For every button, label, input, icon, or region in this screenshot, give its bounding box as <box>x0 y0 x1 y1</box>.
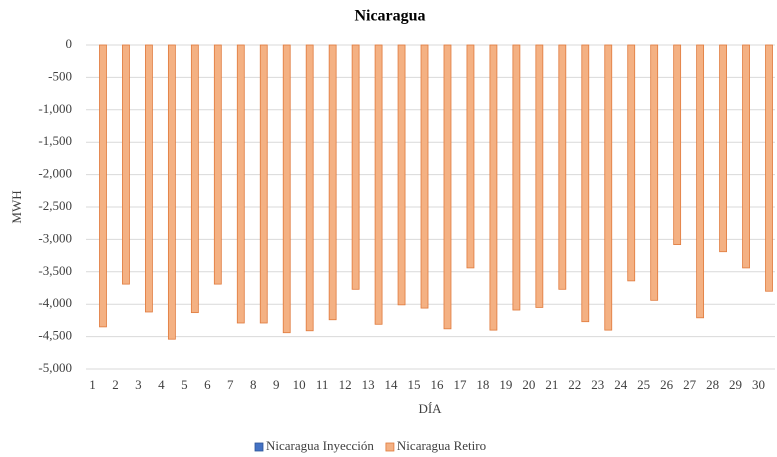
bar <box>190 44 199 314</box>
x-tick-label: 7 <box>227 377 234 392</box>
bar <box>443 44 452 330</box>
bar <box>420 44 429 309</box>
bar <box>145 44 153 313</box>
legend-swatch <box>385 442 395 452</box>
bar <box>535 44 544 308</box>
bar <box>673 44 682 245</box>
bar <box>374 44 383 325</box>
bar <box>696 44 705 319</box>
bar <box>351 44 360 290</box>
bar <box>466 44 475 269</box>
chart-title: Nicaragua <box>354 8 425 25</box>
bar <box>489 44 498 331</box>
y-tick-label: 0 <box>66 36 73 51</box>
y-tick-label: -3,500 <box>38 263 72 278</box>
legend-label: Nicaragua Retiro <box>397 438 486 453</box>
x-tick-label: 1 <box>89 377 96 392</box>
bar <box>604 44 613 331</box>
bar <box>765 44 773 292</box>
x-tick-label: 14 <box>385 377 399 392</box>
y-tick-label: -3,000 <box>38 230 72 245</box>
x-tick-label: 4 <box>158 377 165 392</box>
x-tick-label: 28 <box>706 377 719 392</box>
bar <box>236 44 245 324</box>
x-tick-label: 21 <box>545 377 558 392</box>
x-tick-label: 13 <box>362 377 375 392</box>
x-tick-label: 25 <box>637 377 650 392</box>
x-tick-label: 5 <box>181 377 188 392</box>
x-tick-label: 15 <box>408 377 421 392</box>
bar <box>650 44 659 301</box>
bar <box>259 44 268 324</box>
y-tick-label: -1,000 <box>38 101 72 116</box>
x-tick-label: 19 <box>499 377 512 392</box>
bar <box>558 44 567 290</box>
x-tick-label: 17 <box>453 377 467 392</box>
x-tick-label: 22 <box>568 377 581 392</box>
y-tick-label: -500 <box>48 68 72 83</box>
x-tick-label: 30 <box>752 377 765 392</box>
bar <box>167 44 176 340</box>
x-tick-label: 11 <box>316 377 329 392</box>
bar <box>581 44 590 323</box>
bar <box>742 44 750 269</box>
x-tick-label: 18 <box>476 377 489 392</box>
x-tick-label: 3 <box>135 377 142 392</box>
bar <box>397 44 406 306</box>
x-tick-label: 2 <box>112 377 119 392</box>
bar <box>305 44 314 332</box>
y-tick-label: -2,000 <box>38 166 72 181</box>
legend-label: Nicaragua Inyección <box>266 438 374 453</box>
x-tick-label: 23 <box>591 377 604 392</box>
y-tick-label: -5,000 <box>38 360 72 375</box>
x-tick-label: 26 <box>660 377 674 392</box>
y-tick-label: -1,500 <box>38 133 72 148</box>
x-tick-label: 24 <box>614 377 628 392</box>
x-tick-label: 6 <box>204 377 211 392</box>
x-tick-label: 8 <box>250 377 257 392</box>
bar <box>719 44 727 253</box>
bar <box>627 44 636 282</box>
legend-swatch <box>254 442 264 452</box>
bar <box>328 44 337 321</box>
x-tick-label: 10 <box>293 377 306 392</box>
y-axis-title: MWH <box>9 190 24 223</box>
x-tick-label: 9 <box>273 377 280 392</box>
bar <box>99 44 107 328</box>
x-tick-label: 12 <box>339 377 352 392</box>
y-tick-label: -2,500 <box>38 198 72 213</box>
x-tick-label: 16 <box>430 377 444 392</box>
bar <box>122 44 130 285</box>
y-tick-label: -4,500 <box>38 328 72 343</box>
x-tick-label: 27 <box>683 377 697 392</box>
y-tick-label: -4,000 <box>38 295 72 310</box>
bar <box>213 44 222 285</box>
x-tick-label: 20 <box>522 377 535 392</box>
bar <box>282 44 291 334</box>
x-tick-label: 29 <box>729 377 742 392</box>
bar <box>512 44 521 311</box>
x-axis-title: DÍA <box>418 401 442 416</box>
